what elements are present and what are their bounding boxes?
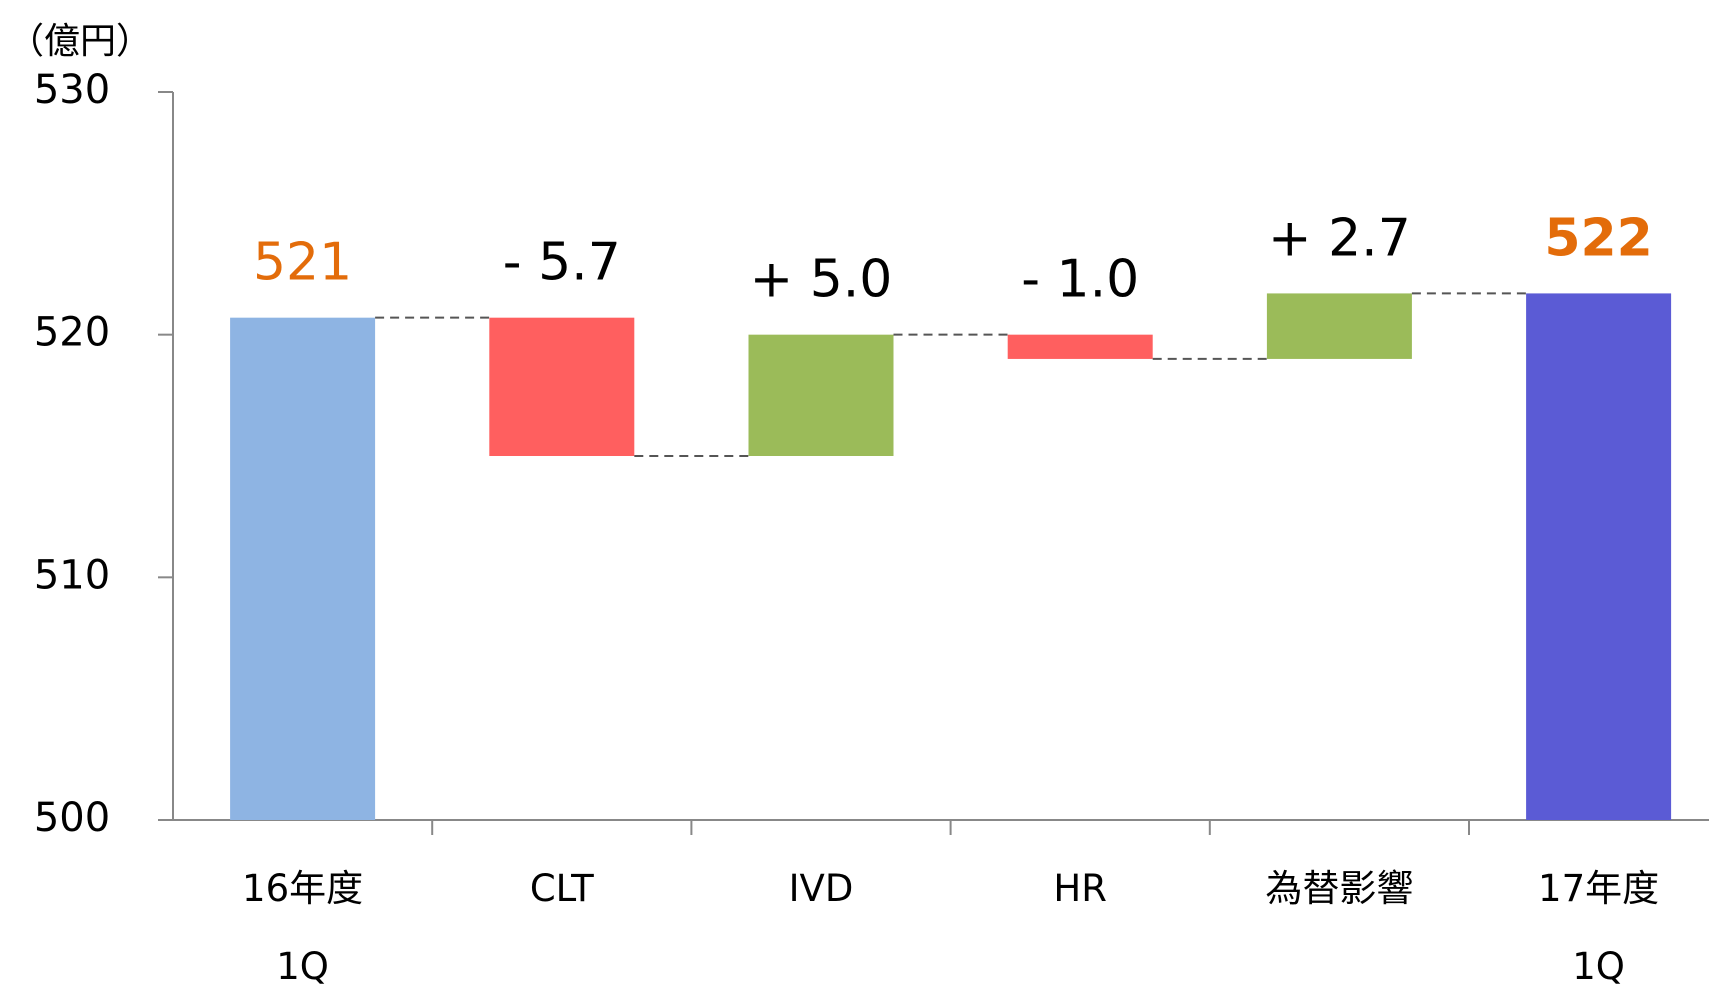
bar — [489, 317, 635, 456]
bar — [748, 334, 894, 456]
y-tick-label: 530 — [34, 67, 110, 113]
x-tick-label: 17年度 1Q — [1538, 867, 1660, 988]
bar — [230, 317, 376, 820]
x-tick-label: 16年度 1Q — [242, 867, 364, 988]
bar — [1526, 293, 1672, 820]
x-tick-label: HR — [1053, 867, 1107, 910]
value-label: - 5.7 — [503, 233, 621, 293]
value-label: 521 — [253, 233, 352, 293]
bar — [1266, 293, 1412, 359]
y-axis-label: （億円） — [8, 21, 153, 62]
x-tick-label: CLT — [529, 867, 594, 910]
value-label: + 2.7 — [1268, 208, 1411, 268]
y-tick-label: 500 — [34, 795, 110, 841]
value-label: + 5.0 — [750, 250, 893, 310]
bar — [1007, 334, 1153, 359]
value-label: - 1.0 — [1021, 250, 1139, 310]
y-tick-label: 520 — [34, 310, 110, 356]
y-tick-label: 510 — [34, 552, 110, 598]
x-tick-label: IVD — [788, 867, 854, 910]
x-tick-label: 為替影響 — [1265, 867, 1414, 910]
value-label: 522 — [1544, 208, 1653, 268]
